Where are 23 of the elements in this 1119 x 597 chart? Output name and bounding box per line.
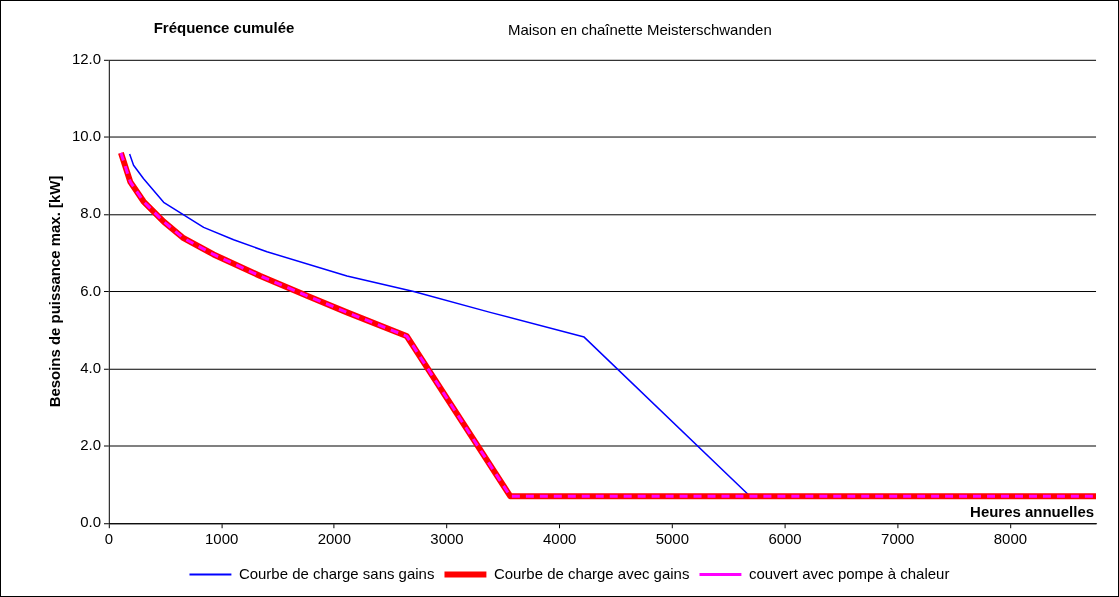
x-tick-label: 5000 — [655, 529, 690, 547]
x-axis-title: Heures annuelles — [970, 503, 1095, 521]
y-tick-label: 2.0 — [80, 436, 102, 454]
chart-title: Maison en chaînette Meisterschwanden — [508, 21, 772, 39]
y-tick-label: 12.0 — [71, 49, 102, 67]
text: Fréquence cumulée — [153, 19, 295, 37]
y-tick-label: 10.0 — [71, 127, 102, 145]
legend-label: Courbe de charge sans gains — [238, 564, 435, 582]
x-tick-label: 0 — [104, 529, 114, 547]
x-tick-label: 3000 — [430, 529, 464, 547]
x-tick-label: 2000 — [317, 529, 351, 547]
x-tick-label: 1000 — [205, 529, 239, 547]
y-tick-label: 8.0 — [80, 204, 102, 222]
x-tick-label: 8000 — [993, 529, 1028, 547]
legend-label: couvert avec pompe à chaleur — [748, 564, 950, 582]
x-tick-label: 7000 — [881, 529, 915, 547]
y-tick-label: 6.0 — [80, 281, 102, 299]
legend-label: Courbe de charge avec gains — [493, 564, 690, 582]
y-tick-label: 4.0 — [80, 358, 102, 376]
x-tick-label: 4000 — [543, 529, 577, 547]
x-tick-label: 6000 — [768, 529, 802, 547]
y-axis-title: Besoins de puissance max. [kW] — [46, 175, 64, 408]
y-tick-label: 0.0 — [80, 513, 102, 531]
